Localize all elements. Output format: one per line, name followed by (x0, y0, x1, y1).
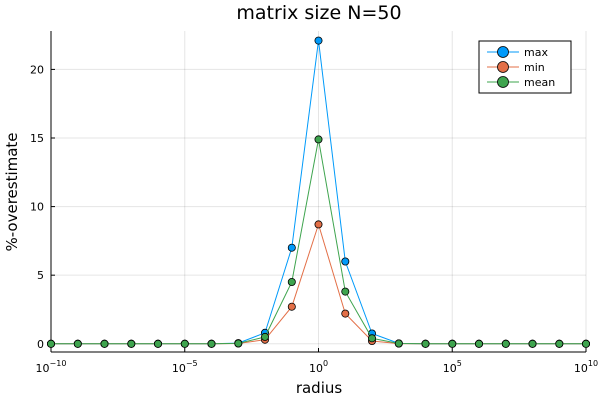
x-axis-title: radius (296, 379, 343, 397)
x-tick-label: 105 (443, 359, 462, 375)
data-point-min (341, 309, 350, 318)
data-point-min (287, 302, 296, 311)
y-axis-title: %-overestimate (3, 132, 21, 251)
y-tick-label: 15 (30, 132, 44, 145)
y-tick-label: 0 (37, 338, 44, 351)
legend-marker-min (497, 61, 509, 73)
data-point-mean (73, 339, 82, 348)
series-layer (47, 36, 591, 348)
data-point-mean (234, 339, 243, 348)
data-point-mean (153, 339, 162, 348)
legend: max min mean (478, 40, 572, 94)
data-point-mean (341, 287, 350, 296)
legend-label-min: min (524, 61, 545, 74)
data-point-max (341, 257, 350, 266)
data-point-mean (448, 339, 457, 348)
x-tick-label: 100 (309, 359, 328, 375)
data-point-mean (180, 339, 189, 348)
data-point-mean (287, 277, 296, 286)
data-point-mean (314, 135, 323, 144)
data-point-min (314, 220, 323, 229)
y-tick-label: 10 (30, 201, 44, 214)
axes-frame (50, 31, 587, 353)
data-point-mean (528, 339, 537, 348)
legend-label-mean: mean (524, 76, 555, 89)
data-point-mean (555, 339, 564, 348)
data-point-mean (47, 339, 56, 348)
data-point-mean (394, 339, 403, 348)
legend-marker-mean (497, 76, 509, 88)
x-tick-label: 1010 (574, 359, 598, 375)
chart-title: matrix size N=50 (236, 2, 401, 24)
x-tick-label: 10−10 (36, 359, 67, 375)
tick-labels: 10−10 10−5 100 105 1010 0 5 10 15 20 (30, 63, 598, 375)
y-tick-label: 20 (30, 63, 44, 76)
data-point-max (314, 36, 323, 45)
legend-label-max: max (524, 46, 548, 59)
data-point-mean (421, 339, 430, 348)
data-point-mean (127, 339, 136, 348)
data-point-max (287, 243, 296, 252)
data-point-mean (260, 332, 269, 341)
x-tick-label: 10−5 (172, 359, 198, 375)
data-point-mean (582, 339, 591, 348)
data-point-mean (367, 334, 376, 343)
data-point-mean (474, 339, 483, 348)
y-tick-label: 5 (37, 269, 44, 282)
data-point-mean (100, 339, 109, 348)
data-point-mean (501, 339, 510, 348)
legend-marker-max (497, 46, 509, 58)
data-point-mean (207, 339, 216, 348)
